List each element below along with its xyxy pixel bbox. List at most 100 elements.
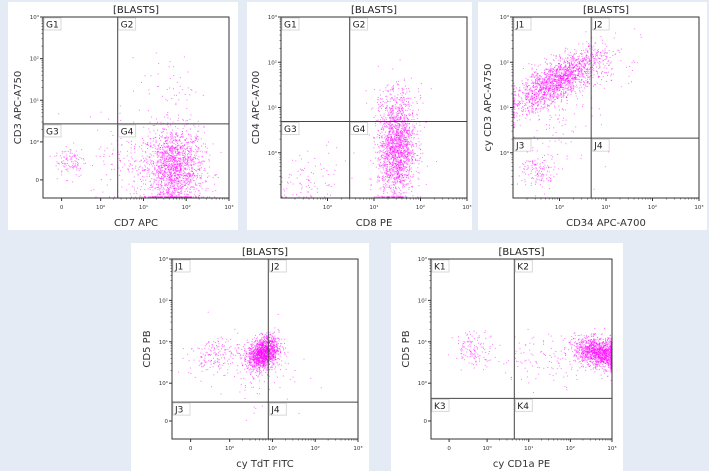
- event-point: [197, 136, 199, 138]
- event-point: [182, 181, 184, 183]
- event-point: [173, 185, 175, 187]
- event-point: [606, 67, 608, 69]
- event-point: [300, 184, 302, 186]
- event-point: [393, 151, 395, 152]
- event-point: [157, 196, 159, 198]
- event-point: [398, 170, 400, 172]
- event-point: [557, 67, 559, 69]
- event-point: [540, 96, 542, 98]
- event-point: [399, 188, 400, 190]
- event-point: [553, 60, 555, 62]
- event-point: [394, 136, 396, 138]
- event-point: [405, 137, 407, 139]
- event-point: [198, 156, 200, 158]
- event-point: [191, 158, 193, 160]
- event-point: [389, 108, 391, 110]
- event-point: [76, 154, 78, 156]
- event-point: [161, 162, 163, 164]
- event-point: [400, 173, 401, 175]
- event-point: [534, 103, 536, 104]
- event-point: [403, 148, 405, 149]
- quadrant-label: G4: [353, 125, 366, 135]
- event-point: [571, 88, 573, 89]
- event-point: [391, 152, 393, 154]
- event-point: [167, 145, 169, 147]
- event-point: [409, 143, 411, 145]
- event-point: [387, 140, 389, 142]
- event-point: [191, 166, 193, 168]
- event-point: [548, 78, 550, 79]
- event-point: [172, 185, 173, 187]
- event-point: [396, 180, 398, 182]
- event-point: [531, 98, 533, 100]
- event-point: [539, 82, 541, 84]
- event-point: [398, 181, 400, 182]
- event-point: [393, 148, 395, 149]
- event-point: [163, 156, 165, 158]
- event-point: [394, 139, 396, 141]
- event-point: [605, 52, 607, 54]
- event-point: [179, 177, 181, 179]
- event-point: [551, 68, 553, 70]
- event-point: [597, 61, 599, 63]
- quadrant-label-box: [118, 17, 137, 31]
- event-point: [398, 131, 400, 133]
- event-point: [399, 159, 401, 161]
- event-point: [391, 97, 393, 99]
- event-point: [401, 124, 403, 126]
- event-point: [159, 177, 161, 179]
- event-point: [158, 180, 160, 182]
- event-point: [148, 196, 149, 198]
- event-point: [169, 61, 171, 63]
- event-point: [395, 146, 397, 148]
- event-point: [547, 68, 549, 70]
- event-point: [299, 174, 301, 176]
- event-point: [403, 161, 405, 163]
- event-point: [394, 167, 396, 169]
- event-point: [393, 153, 395, 155]
- event-point: [197, 175, 198, 177]
- event-point: [175, 169, 177, 171]
- event-point: [395, 140, 397, 142]
- event-point: [178, 186, 180, 188]
- event-point: [183, 160, 184, 162]
- event-point: [402, 165, 404, 167]
- event-point: [403, 143, 405, 145]
- event-point: [65, 157, 67, 159]
- event-point: [399, 138, 401, 140]
- event-point: [310, 182, 312, 184]
- event-point: [70, 149, 72, 151]
- event-point: [582, 69, 583, 71]
- event-point: [600, 52, 602, 54]
- event-point: [581, 64, 583, 66]
- event-point: [168, 169, 170, 171]
- event-point: [171, 141, 173, 143]
- event-point: [392, 174, 394, 176]
- event-point: [392, 119, 394, 121]
- event-point: [392, 189, 394, 191]
- event-point: [547, 98, 549, 100]
- event-point: [558, 85, 560, 87]
- event-point: [175, 132, 177, 134]
- event-point: [552, 75, 554, 77]
- event-point: [395, 167, 397, 169]
- event-point: [199, 165, 201, 167]
- event-point: [404, 195, 406, 197]
- event-point: [399, 119, 401, 120]
- event-point: [399, 59, 401, 61]
- event-point: [290, 181, 292, 183]
- event-point: [584, 82, 585, 84]
- event-point: [516, 104, 518, 106]
- event-point: [398, 134, 399, 136]
- event-point: [375, 115, 377, 117]
- event-point: [144, 159, 146, 161]
- event-point: [403, 103, 405, 105]
- event-point: [191, 149, 193, 151]
- event-point: [185, 188, 187, 190]
- event-point: [391, 137, 393, 139]
- event-point: [390, 140, 392, 142]
- event-point: [384, 165, 386, 167]
- event-point: [177, 182, 179, 184]
- event-point: [384, 120, 385, 122]
- event-point: [562, 79, 564, 81]
